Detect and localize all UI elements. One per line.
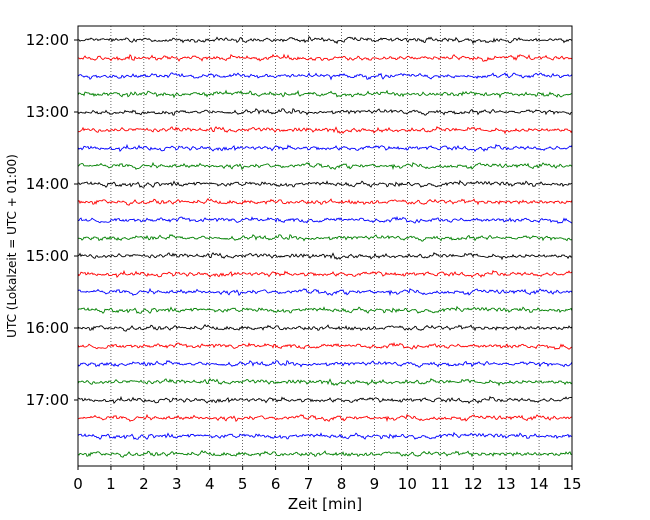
seismogram-trace-1530 [77, 287, 573, 297]
x-tick-label: 7 [304, 475, 314, 493]
seismogram-trace-1230 [77, 72, 573, 81]
seismogram-trace-1630 [77, 360, 573, 368]
seismogram-trace-1730 [77, 431, 573, 440]
x-tick-label: 3 [172, 475, 182, 493]
x-tick-label: 9 [370, 475, 380, 493]
y-axis-label: UTC (Lokalzeit = UTC + 01:00) [5, 154, 19, 338]
seismogram-trace-1415 [77, 198, 573, 206]
y-tick-label: 12:00 [26, 31, 69, 49]
vertical-gridlines [110, 26, 540, 466]
x-tick-label: 15 [562, 475, 581, 493]
x-tick-label: 5 [238, 475, 248, 493]
x-tick-label: 2 [139, 475, 149, 493]
x-tick-label: 8 [337, 475, 347, 493]
seismogram-traces [77, 36, 573, 458]
x-axis-ticks: 0 1 2 3 4 5 6 7 8 9 10 11 12 13 14 15 [73, 466, 582, 493]
x-tick-label: 1 [106, 475, 116, 493]
x-tick-label: 13 [497, 475, 516, 493]
y-tick-label: 13:00 [26, 103, 69, 121]
seismogram-trace-1400 [77, 179, 573, 188]
seismogram-trace-1245 [77, 89, 573, 99]
seismogram-trace-1615 [77, 342, 573, 350]
seismogram-trace-1545 [77, 305, 573, 314]
seismogram-trace-1600 [77, 324, 573, 332]
y-tick-label: 14:00 [26, 175, 69, 193]
x-axis-label: Zeit [min] [288, 495, 362, 513]
seismogram-trace-1700 [77, 395, 573, 405]
x-tick-label: 14 [530, 475, 549, 493]
x-tick-label: 0 [73, 475, 83, 493]
seismogram-trace-1345 [77, 161, 573, 171]
x-tick-label: 4 [205, 475, 215, 493]
seismogram-trace-1445 [77, 234, 573, 242]
seismogram-trace-1645 [77, 377, 573, 387]
x-tick-label: 10 [398, 475, 417, 493]
seismogram-trace-1500 [77, 251, 573, 261]
seismogram-trace-1215 [77, 53, 573, 62]
y-axis-ticks: 12:00 13:00 14:00 15:00 16:00 17:00 [26, 31, 78, 409]
x-tick-label: 6 [271, 475, 281, 493]
y-tick-label: 16:00 [26, 319, 69, 337]
y-tick-label: 17:00 [26, 391, 69, 409]
y-tick-label: 15:00 [26, 247, 69, 265]
seismogram-trace-1330 [77, 143, 573, 153]
x-tick-label: 12 [464, 475, 483, 493]
seismogram-trace-1430 [77, 216, 573, 224]
seismogram-trace-1200 [77, 36, 573, 45]
seismogram-trace-1715 [77, 413, 573, 423]
seismogram-trace-1315 [77, 125, 573, 135]
seismogram-trace-1745 [77, 450, 573, 458]
seismogram-trace-1300 [77, 108, 573, 116]
x-tick-label: 11 [431, 475, 450, 493]
plot-frame [77, 25, 573, 467]
seismogram-trace-1515 [77, 269, 573, 279]
